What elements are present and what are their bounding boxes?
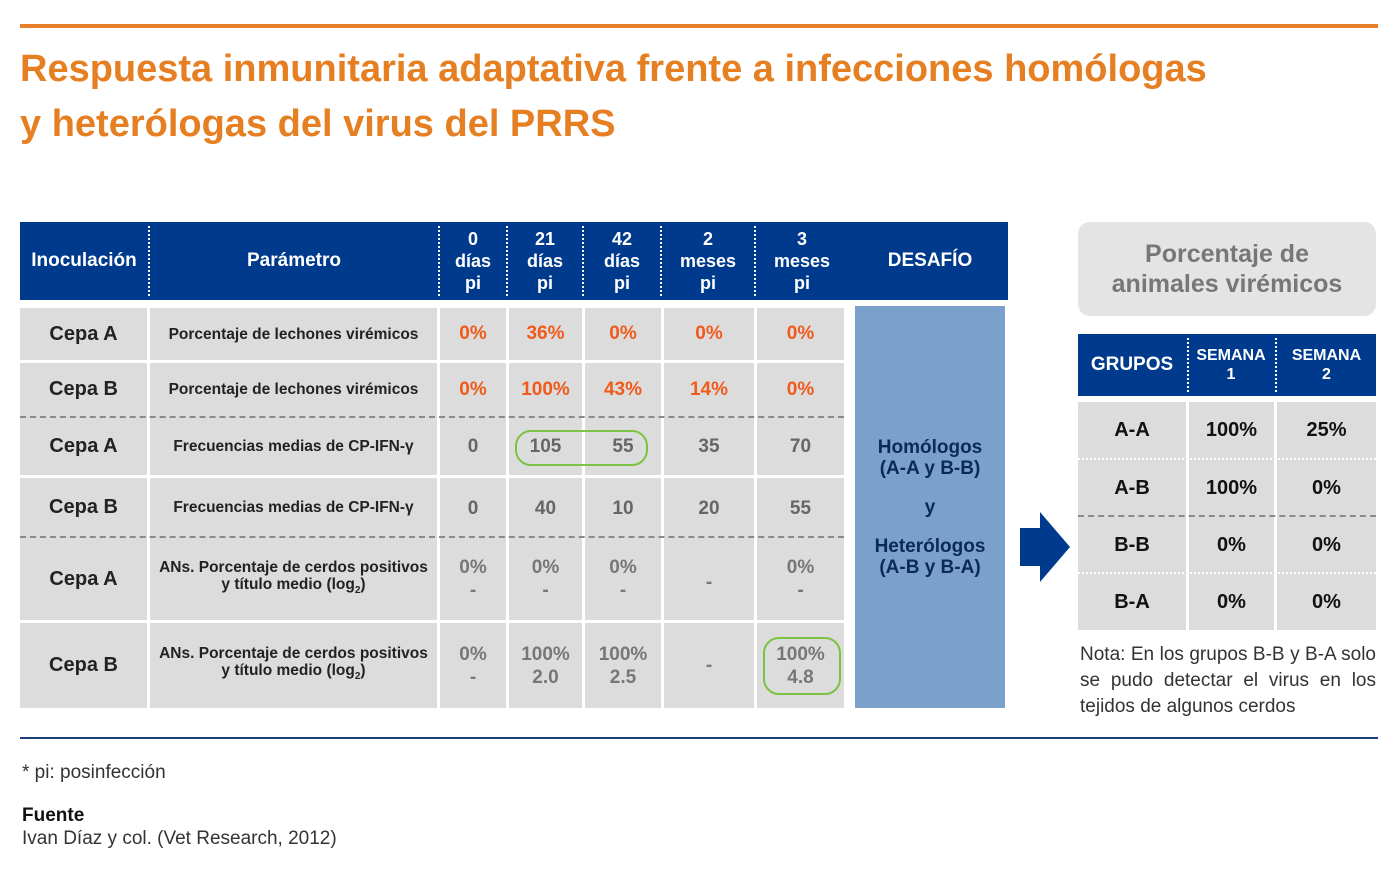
page-title: Respuesta inmunitaria adaptativa frente … xyxy=(20,42,1360,152)
table-row-1-d42: 0% xyxy=(609,323,637,344)
table-row-5-d42: 0% - xyxy=(609,557,637,601)
table-row-5-m3: 0% - xyxy=(786,557,815,601)
table-row-4-m2: 20 xyxy=(698,498,720,519)
table-row-3-d21: 105 xyxy=(529,435,562,457)
header-day-0: 0 días pi xyxy=(454,229,492,293)
table-row-6-d0: 0% - xyxy=(459,643,487,688)
header-month-3: 3 meses pi xyxy=(773,229,831,293)
challenge-panel: Homólogos (A-A y B-B) y Heterólogos (A-B… xyxy=(855,306,1005,708)
header-month-2: 2 meses pi xyxy=(679,229,737,293)
viremic-animals-title: Porcentaje de animales virémicos xyxy=(1078,222,1376,316)
header-parameter: Parámetro xyxy=(247,250,341,271)
table-row-2-parameter: Porcentaje de lechones virémicos xyxy=(168,381,419,398)
table-row-4-inoculation: Cepa B xyxy=(49,495,118,518)
group-row-2-name: A-B xyxy=(1114,476,1150,499)
table-row-6-parameter: ANs. Porcentaje de cerdos positivos y tí… xyxy=(159,645,428,683)
group-row-3-w1: 0% xyxy=(1217,533,1246,556)
header-inoculation: Inoculación xyxy=(31,250,137,271)
table-row-5-m2: - xyxy=(705,571,713,593)
table-row-1-parameter: Porcentaje de lechones virémicos xyxy=(168,325,419,343)
highlight-oval-antibodies xyxy=(763,637,841,695)
main-table-body xyxy=(20,308,844,708)
table-row-5-parameter: ANs. Porcentaje de cerdos positivos y tí… xyxy=(159,558,428,597)
bottom-rule xyxy=(20,737,1378,739)
arrow-right-icon xyxy=(1018,504,1074,590)
header-groups: GRUPOS xyxy=(1090,354,1174,375)
table-row-4-d42: 10 xyxy=(612,498,634,519)
table-row-3-inoculation: Cepa A xyxy=(49,435,118,457)
group-row-4-w1: 0% xyxy=(1217,590,1246,613)
title-line-2: y heterólogas del virus del PRRS xyxy=(20,103,616,145)
main-table-header: Inoculación Parámetro 0 días pi 21 días pi 4… xyxy=(20,222,1008,300)
table-row-2-d21: 100% xyxy=(521,378,570,400)
group-row-4-name: B-A xyxy=(1114,590,1150,613)
table-row-1-d0: 0% xyxy=(459,323,487,344)
groups-table-header: GRUPOS SEMANA 1 SEMANA 2 xyxy=(1078,334,1376,396)
group-row-2-w2: 0% xyxy=(1312,476,1341,499)
source-label: Fuente xyxy=(22,805,85,826)
group-row-1-w2: 25% xyxy=(1306,419,1347,441)
header-week-1: SEMANA 1 xyxy=(1196,347,1266,383)
table-row-3-m2: 35 xyxy=(698,435,720,457)
source-text: Ivan Díaz y col. (Vet Research, 2012) xyxy=(22,828,337,849)
group-row-1-name: A-A xyxy=(1114,419,1150,441)
table-row-1-m3: 0% xyxy=(786,323,815,344)
top-rule xyxy=(20,24,1378,28)
header-day-21: 21 días pi xyxy=(526,229,564,293)
table-row-4-m3: 55 xyxy=(789,498,812,519)
table-row-4-d0: 0 xyxy=(467,498,479,519)
table-row-1-m2: 0% xyxy=(695,323,723,344)
table-row-6-d21: 100% 2.0 xyxy=(521,643,570,688)
title-line-1: Respuesta inmunitaria adaptativa frente … xyxy=(20,48,1207,90)
table-row-3-m3: 70 xyxy=(789,435,812,457)
table-row-5-d21: 0% - xyxy=(531,557,560,601)
table-row-6-m3: 100% 4.8 xyxy=(776,643,825,688)
table-row-1-d21: 36% xyxy=(526,323,565,344)
table-row-2-m2: 14% xyxy=(689,378,729,400)
header-challenge: DESAFÍO xyxy=(887,250,973,271)
note-text: Nota: En los grupos B-B y B-A solo se pu… xyxy=(1080,644,1376,717)
header-day-42: 42 días pi xyxy=(603,229,641,293)
table-row-6-inoculation: Cepa B xyxy=(49,654,118,676)
table-row-4-parameter: Frecuencias medias de CP-IFN-γ xyxy=(173,498,414,516)
group-row-1-w1: 100% xyxy=(1205,419,1258,441)
group-row-2-w1: 100% xyxy=(1205,476,1258,499)
table-row-2-m3: 0% xyxy=(786,378,815,400)
table-row-5-inoculation: Cepa A xyxy=(49,567,118,590)
table-row-2-d42: 43% xyxy=(603,378,643,400)
table-row-2-inoculation: Cepa B xyxy=(49,378,118,400)
table-row-3-parameter: Frecuencias medias de CP-IFN-γ xyxy=(173,438,414,455)
group-row-4-w2: 0% xyxy=(1312,590,1341,613)
footnote: * pi: posinfección xyxy=(22,762,166,783)
header-week-2: SEMANA 2 xyxy=(1291,347,1362,383)
table-row-1-inoculation: Cepa A xyxy=(49,322,118,345)
highlight-oval-ifn xyxy=(515,430,648,466)
table-row-3-d0: 0 xyxy=(467,435,479,457)
table-row-4-d21: 40 xyxy=(534,498,557,519)
table-row-5-d0: 0% - xyxy=(459,557,487,601)
table-row-2-d0: 0% xyxy=(459,378,487,400)
table-row-6-m2: - xyxy=(705,655,713,676)
group-row-3-name: B-B xyxy=(1114,533,1150,556)
table-row-6-d42: 100% 2.5 xyxy=(598,643,648,688)
table-row-3-d42: 55 xyxy=(612,435,634,457)
group-row-3-w2: 0% xyxy=(1312,533,1341,556)
